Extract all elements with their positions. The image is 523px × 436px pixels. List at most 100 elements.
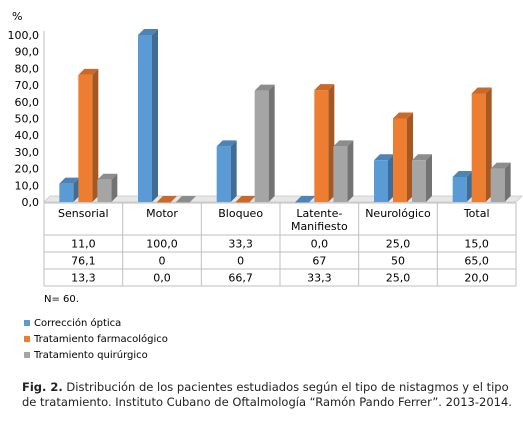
sample-size-note: N= 60. [44, 294, 79, 305]
bar-side [92, 68, 99, 203]
data-table-cell: 0 [159, 255, 166, 268]
bar [452, 170, 473, 202]
y-tick-label: 50,0 [15, 113, 40, 126]
bar-top [138, 29, 158, 35]
legend-swatch [24, 336, 30, 342]
data-table-cell: 0 [237, 255, 244, 268]
bar-top [235, 196, 256, 202]
bar-top [59, 177, 80, 184]
y-tick-label: 10,0 [15, 179, 40, 192]
bar-side [388, 154, 394, 202]
y-tick-label: 20,0 [15, 163, 40, 176]
legend-label: Corrección óptica [34, 317, 122, 329]
x-category-label-line: Sensorial [58, 207, 109, 220]
bar-side [111, 173, 118, 202]
legend-label: Tratamiento farmacológico [34, 333, 168, 345]
bar-side [268, 84, 275, 202]
x-category-label: Bloqueo [218, 207, 263, 220]
bar-side [152, 29, 158, 202]
bar [333, 140, 354, 202]
bar-side [328, 84, 335, 202]
bar-side [347, 140, 354, 202]
bar-top [78, 68, 99, 75]
bar-front [235, 202, 250, 203]
bar [157, 196, 177, 203]
bar-front [471, 93, 486, 202]
x-category-label: Sensorial [58, 207, 109, 220]
bar-side [426, 154, 432, 202]
bar [374, 154, 394, 202]
data-table-cell: 11,0 [71, 238, 96, 251]
data-table-cell: 15,0 [464, 238, 489, 251]
bar [295, 196, 316, 203]
bars-layer [59, 29, 511, 203]
y-tick-label: 40,0 [15, 129, 40, 142]
bar-top [216, 140, 237, 147]
bar-front [216, 146, 231, 202]
bar-top [471, 87, 492, 94]
legend-item: Corrección óptica [24, 315, 168, 331]
bar [235, 196, 256, 203]
bar [78, 68, 99, 203]
y-axis-unit-label: % [12, 10, 22, 23]
y-tick-label: 70,0 [15, 79, 40, 92]
y-tick-label: 0,0 [22, 196, 40, 209]
bar-side [504, 162, 511, 202]
x-category-label: Total [463, 207, 490, 220]
bar-front [78, 74, 93, 202]
bar-top [374, 154, 394, 161]
bar-top [295, 196, 316, 202]
bar [490, 162, 511, 202]
x-category-label-line: Total [463, 207, 490, 220]
y-tick-label: 80,0 [15, 62, 40, 75]
bar-top [452, 170, 473, 177]
legend-item: Tratamiento farmacológico [24, 331, 168, 347]
bar-top [176, 196, 196, 202]
bar-side [230, 140, 237, 202]
bar [216, 140, 237, 202]
bar-side [485, 87, 492, 202]
bar [393, 112, 413, 202]
bar-front [157, 202, 171, 203]
bar-front [59, 183, 74, 202]
data-table-cell: 65,0 [464, 255, 489, 268]
bar-top [333, 140, 354, 147]
data-table-cell: 66,7 [228, 272, 253, 285]
bar-front [314, 90, 329, 202]
bar-front [97, 179, 112, 202]
bar [97, 173, 118, 202]
bar-top [157, 196, 177, 202]
bar-front [393, 118, 407, 202]
x-category-label: Motor [146, 207, 178, 220]
caption-label: Fig. 2. [22, 380, 63, 394]
bar-front [254, 90, 269, 202]
legend-swatch [24, 352, 30, 358]
bar-side [407, 112, 413, 202]
data-table-cell: 50 [391, 255, 405, 268]
bar [138, 29, 158, 202]
legend: Corrección óptica Tratamiento farmacológ… [24, 315, 168, 363]
data-table-cell: 67 [312, 255, 326, 268]
bar-top [393, 112, 413, 119]
x-category-label-line: Latente- [296, 207, 342, 220]
y-tick-label: 60,0 [15, 96, 40, 109]
bar [59, 177, 80, 202]
y-tick-label: 90,0 [15, 46, 40, 59]
bar [412, 154, 432, 202]
data-table-cell: 0,0 [311, 238, 329, 251]
bar-front [176, 202, 190, 203]
data-table-cell: 13,3 [71, 272, 96, 285]
x-category-label-line: Bloqueo [218, 207, 263, 220]
bar-front [374, 160, 388, 202]
figure-caption: Fig. 2. Distribución de los pacientes es… [22, 380, 512, 410]
bar-front [452, 176, 467, 202]
data-table: Sensorial Motor Bloqueo Latente-Manifiesto N… [43, 202, 517, 287]
x-category-label-line: Manifiesto [291, 220, 348, 233]
legend-label: Tratamiento quirúrgico [34, 349, 148, 361]
bar-side [73, 177, 80, 202]
data-table-cell: 100,0 [146, 238, 178, 251]
bar-top [314, 84, 335, 91]
bar-top [254, 84, 275, 91]
caption-text: Distribución de los pacientes estudiados… [22, 380, 512, 409]
data-table-cell: 0,0 [153, 272, 171, 285]
